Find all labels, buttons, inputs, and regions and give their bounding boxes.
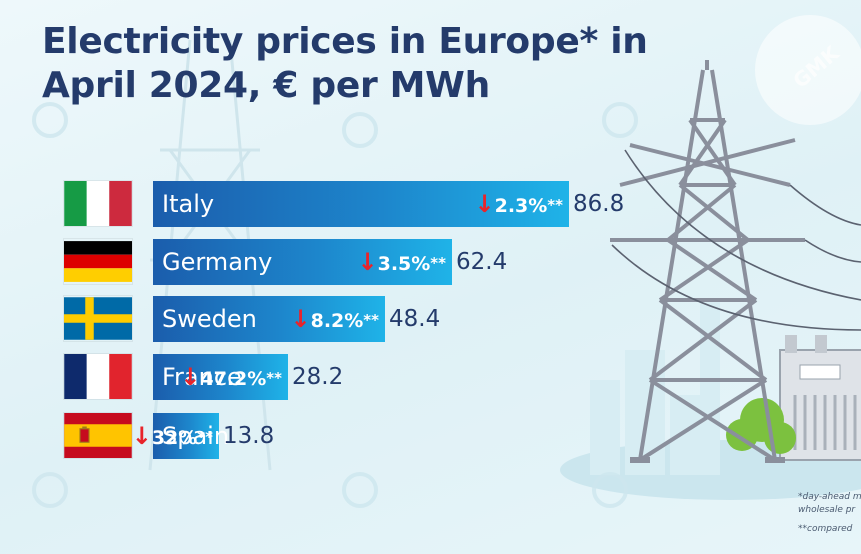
bar-germany: [153, 239, 452, 285]
value-label-italy: 86.8: [573, 191, 625, 217]
footnote-line-1: *day-ahead m: [798, 492, 861, 502]
bar-row-france: France ↓47.2%** 28.2: [0, 354, 700, 400]
down-arrow-icon: ↓: [180, 363, 201, 391]
italy-flag-icon: [64, 181, 132, 226]
watermark-marks: [32, 102, 638, 508]
value-label-sweden: 48.4: [389, 306, 441, 332]
bar-row-spain: Spain ↓32%** 13.8: [0, 413, 700, 459]
bar-france: [153, 354, 288, 400]
category-label-italy: Italy: [162, 190, 215, 218]
bar-row-sweden: Sweden ↓8.2%** 48.4: [0, 296, 700, 342]
category-label-germany: Germany: [162, 248, 273, 276]
down-arrow-icon: ↓: [357, 248, 378, 276]
change-value: 3.5%: [377, 253, 431, 275]
spain-flag-icon: [64, 413, 132, 458]
change-footnote-mark: **: [266, 369, 282, 387]
chart-title: Electricity prices in Europe* in April 2…: [42, 20, 662, 108]
sun-glow: [755, 15, 861, 125]
bar-row-italy: Italy ↓2.3%** 86.8: [0, 181, 700, 227]
change-value: 8.2%: [310, 310, 364, 332]
bar-italy: [153, 181, 569, 227]
category-label-france: France: [162, 363, 242, 391]
germany-flag-icon: [64, 239, 132, 284]
down-arrow-icon: ↓: [290, 305, 311, 333]
value-label-germany: 62.4: [456, 249, 508, 275]
power-lines: [611, 149, 861, 331]
value-label-spain: 13.8: [223, 423, 275, 449]
chart-title-line-2: April 2024, € per MWh: [42, 65, 490, 106]
change-footnote-mark: **: [363, 311, 379, 329]
bar-spain: [153, 413, 219, 459]
change-footnote-mark: **: [547, 196, 563, 214]
change-label-sweden: ↓8.2%**: [290, 296, 379, 342]
france-flag-icon: [64, 354, 132, 399]
change-value: 47.2%: [200, 368, 267, 390]
change-label-spain: ↓32%**: [132, 413, 213, 459]
bar-sweden: [153, 296, 385, 342]
sweden-flag-icon: [64, 296, 132, 341]
footnote-line-2: wholesale pr: [798, 505, 856, 515]
bar-row-germany: Germany ↓3.5%** 62.4: [0, 239, 700, 285]
power-pylon-illustration: [610, 60, 805, 463]
change-footnote-mark: **: [197, 428, 213, 446]
footnote-line-3: **compared: [798, 524, 853, 534]
change-value: 2.3%: [494, 195, 548, 217]
down-arrow-icon: ↓: [131, 422, 152, 450]
change-label-italy: ↓2.3%**: [474, 181, 563, 227]
change-label-germany: ↓3.5%**: [357, 239, 446, 285]
change-footnote-mark: **: [430, 254, 446, 272]
change-label-france: ↓47.2%**: [180, 354, 282, 400]
category-label-sweden: Sweden: [162, 305, 257, 333]
down-arrow-icon: ↓: [474, 190, 495, 218]
change-value: 32%: [151, 427, 198, 449]
category-label-spain: Spain: [162, 422, 230, 450]
value-label-france: 28.2: [292, 364, 344, 390]
chart-title-line-1: Electricity prices in Europe* in: [42, 21, 648, 62]
